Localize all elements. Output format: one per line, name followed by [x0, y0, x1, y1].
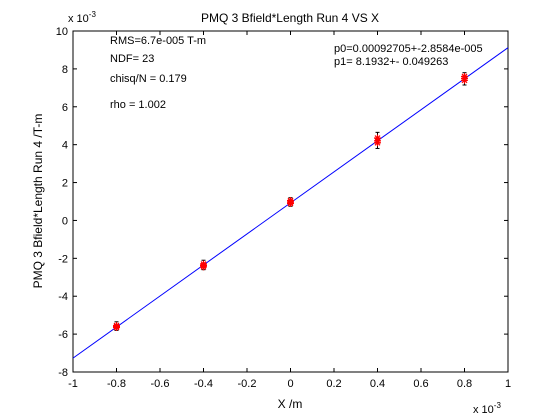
tick-layer: -1 -0.8 -0.6 -0.4 -0.2 0 0.2 0.4 0.6 0.8 1 -8 -6 -4 -2…: [56, 26, 511, 390]
y-tick-label: -6: [58, 329, 68, 341]
y-multiplier-exp: -3: [89, 10, 97, 19]
data-point: [113, 323, 120, 331]
data-point-layer: [113, 72, 468, 331]
y-tick-label: -2: [58, 253, 68, 265]
x-multiplier: x 10-3: [473, 401, 501, 416]
x-tick-label: -0.4: [194, 378, 213, 390]
x-axis-label: X /m: [278, 397, 303, 411]
annotation-ndf: NDF= 23: [110, 53, 154, 65]
x-tick-label: 0.8: [457, 378, 472, 390]
annotation-p1: p1= 8.1932+- 0.049263: [334, 56, 448, 68]
y-tick-label: -8: [58, 367, 68, 379]
x-tick-label: 0.6: [413, 378, 428, 390]
y-tick-label: 4: [62, 140, 68, 152]
x-tick-label: -0.2: [238, 378, 257, 390]
y-axis-label: PMQ 3 Bfield*Length Run 4 /T-m: [31, 114, 45, 289]
x-tick-label: 0.2: [326, 378, 341, 390]
x-multiplier-base: x 10: [473, 404, 494, 416]
y-multiplier-base: x 10: [68, 13, 89, 25]
y-tick-label: 0: [62, 215, 68, 227]
chart-title: PMQ 3 Bfield*Length Run 4 VS X: [201, 11, 379, 25]
data-point: [200, 263, 207, 271]
x-tick-label: -1: [68, 378, 78, 390]
y-tick-label: 10: [56, 26, 68, 38]
x-tick-label: 0.4: [370, 378, 385, 390]
y-tick-label: 6: [62, 102, 68, 114]
x-tick-label: -0.8: [107, 378, 126, 390]
annotation-p0: p0=0.00092705+-2.8584e-005: [334, 43, 483, 55]
x-multiplier-exp: -3: [494, 401, 502, 410]
annotation-rms: RMS=6.7e-005 T-m: [110, 35, 206, 47]
data-point: [374, 134, 381, 142]
x-tick-label: -0.6: [151, 378, 170, 390]
annotation-rho: rho = 1.002: [110, 99, 166, 111]
x-tick-label: 1: [505, 378, 511, 390]
y-tick-label: -4: [58, 291, 68, 303]
y-tick-label: 8: [62, 64, 68, 76]
y-tick-label: 2: [62, 178, 68, 190]
y-multiplier: x 10-3: [68, 10, 96, 25]
data-point: [287, 197, 294, 205]
data-point: [461, 72, 468, 80]
x-tick-label: 0: [287, 378, 293, 390]
annotation-chisq: chisq/N = 0.179: [110, 73, 187, 85]
